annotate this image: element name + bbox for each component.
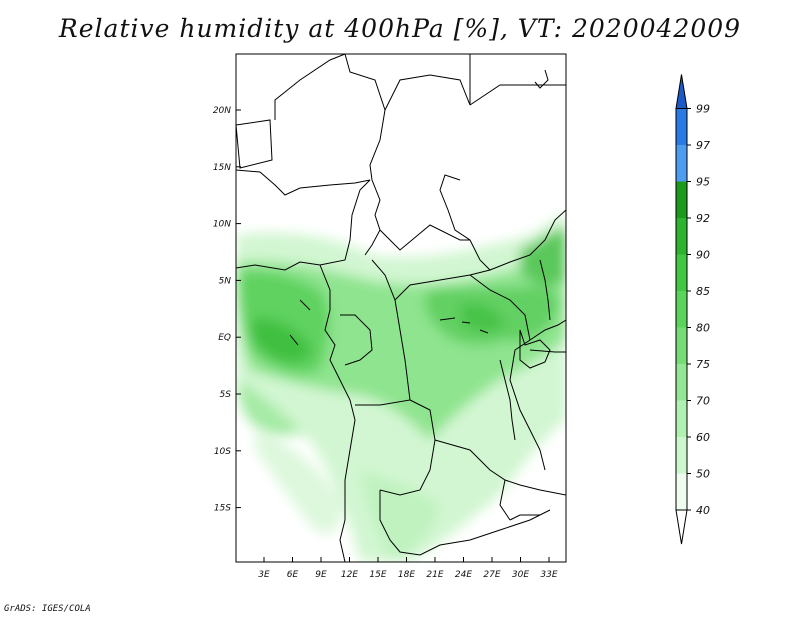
humidity-region-80c — [520, 226, 566, 286]
colorbar-label: 60 — [696, 431, 710, 444]
lat-tick-label: 5N — [219, 276, 232, 286]
colorbar: 40 50 60 70 75 80 85 90 92 95 97 99 — [675, 74, 710, 545]
humidity-region-70b — [239, 380, 300, 436]
colorbar-box — [676, 145, 687, 182]
colorbar-label: 90 — [696, 249, 710, 262]
colorbar-box — [676, 218, 687, 255]
colorbar-label: 50 — [696, 468, 710, 481]
colorbar-label: 85 — [696, 285, 710, 298]
colorbar-label: 40 — [696, 504, 710, 517]
lon-tick-label: 24E — [455, 570, 472, 580]
longitude-axis: 3E 6E 9E 12E 15E 18E 21E 24E 27E 30E 33E — [258, 557, 558, 580]
colorbar-label: 75 — [696, 358, 710, 371]
colorbar-box — [676, 181, 687, 218]
colorbar-label: 70 — [696, 395, 710, 408]
humidity-region-85b — [460, 303, 505, 332]
lat-tick-label: 15S — [214, 504, 231, 514]
map-title: Relative humidity at 400hPa [%], VT: 202… — [58, 14, 742, 43]
colorbar-box — [676, 437, 687, 474]
colorbar-label: 97 — [696, 139, 710, 152]
colorbar-box — [676, 254, 687, 291]
lat-tick-label: EQ — [218, 333, 231, 343]
credit-text: GrADS: IGES/COLA — [4, 604, 91, 614]
map-frame — [235, 53, 567, 563]
colorbar-box — [676, 327, 687, 364]
colorbar-label: 95 — [696, 176, 710, 189]
lon-tick-label: 18E — [398, 570, 415, 580]
colorbar-label: 92 — [696, 212, 710, 225]
lon-tick-label: 30E — [512, 570, 529, 580]
lon-tick-label: 21E — [426, 570, 443, 580]
lon-tick-label: 27E — [483, 570, 500, 580]
lat-tick-label: 10S — [214, 447, 231, 457]
lat-tick-label: 5S — [220, 390, 232, 400]
lon-tick-label: 9E — [315, 570, 327, 580]
colorbar-box — [676, 291, 687, 328]
colorbar-outline — [675, 108, 688, 511]
colorbar-label: 80 — [696, 322, 710, 335]
colorbar-upper-arrow — [675, 74, 688, 109]
lon-tick-label: 15E — [369, 570, 386, 580]
lat-tick-label: 10N — [213, 220, 231, 230]
lon-tick-label: 12E — [341, 570, 358, 580]
colorbar-label: 99 — [696, 103, 710, 116]
lon-tick-label: 3E — [258, 570, 270, 580]
colorbar-box — [676, 364, 687, 401]
lon-tick-label: 33E — [540, 570, 557, 580]
country-borders — [236, 54, 566, 562]
colorbar-box — [676, 108, 687, 145]
humidity-region-85 — [251, 319, 312, 363]
lon-tick-label: 6E — [287, 570, 299, 580]
colorbar-box — [676, 473, 687, 510]
lat-tick-label: 20N — [213, 106, 231, 116]
colorbar-lower-arrow — [675, 509, 688, 545]
colorbar-box — [676, 400, 687, 437]
lat-tick-label: 15N — [213, 163, 231, 173]
latitude-axis: 20N 15N 10N 5N EQ 5S 10S 15S — [213, 106, 241, 514]
humidity-field — [236, 210, 566, 562]
humidity-region-50b — [255, 430, 341, 534]
